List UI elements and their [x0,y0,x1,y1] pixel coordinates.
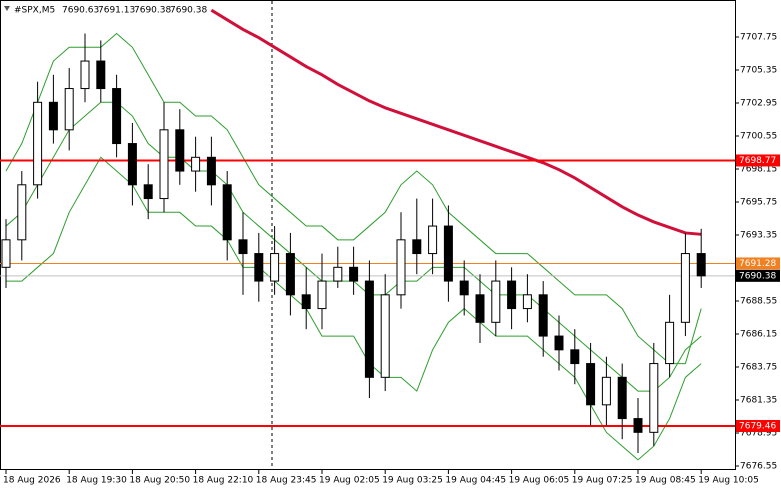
level-label: 7691.28 [739,259,776,269]
x-tick-label: 18 Aug 19:30 [66,476,127,486]
candle-body [491,280,501,323]
candle-body [475,294,485,323]
candle-body [586,363,596,406]
candle-body [617,376,627,420]
candle-body [33,101,43,186]
candle-body [270,253,280,282]
candle-body [349,266,359,282]
header-value: 7690.38 [170,6,207,16]
candle-body [364,280,374,378]
candle-body [412,239,422,255]
candle-body [396,239,406,296]
moving-average [210,8,702,236]
y-tick-label: 7683.75 [740,363,777,373]
band-line [5,32,702,365]
y-tick-label: 7686.15 [740,330,777,340]
level-label-bg [736,257,780,270]
candle-body [459,280,469,296]
candle-body [443,225,453,282]
y-tick-label: 7681.35 [740,396,777,406]
y-tick-label: 7698.15 [740,164,777,174]
header-icon [4,6,10,11]
y-tick-label: 7688.55 [740,297,777,307]
level-label: 7690.38 [739,271,776,281]
level-label: 7679.46 [739,421,776,431]
candle-body [633,418,643,433]
candle-body [222,184,232,241]
y-tick-label: 7702.95 [740,98,777,108]
x-tick-label: 18 Aug 20:50 [129,476,190,486]
level-label-bg [736,419,780,432]
y-tick-label: 7707.75 [740,32,777,42]
candle-body [538,294,548,337]
candle-body [80,60,90,90]
y-tick-label: 7676.55 [740,462,777,472]
x-tick-label: 19 Aug 06:05 [509,476,570,486]
candle-body [380,294,390,378]
candle-body [428,225,438,255]
candle-body [554,335,564,351]
x-tick-label: 18 Aug 23:45 [256,476,317,486]
candle-body [96,60,106,90]
x-tick-label: 18 Aug 2026 [3,476,61,486]
candle-body [696,253,706,277]
candle-body [333,266,343,282]
y-tick-label: 7695.75 [740,197,777,207]
candle-body [301,294,311,310]
y-tick-label: 7693.35 [740,231,777,241]
candle-body [64,88,74,131]
candle-body [285,253,295,296]
level-label: 7698.77 [739,156,776,166]
header-value: 7690.38 [134,6,171,16]
plot-frame [0,0,736,470]
x-tick-label: 19 Aug 04:45 [445,476,506,486]
candle-body [17,184,27,241]
candle-body [317,280,327,310]
candle-body [570,349,580,365]
candle-body [680,253,690,323]
candle-body [254,253,264,282]
candle-body [665,321,675,365]
candle-body [48,101,58,131]
y-tick-label: 7705.35 [740,65,777,75]
x-tick-label: 19 Aug 08:45 [635,476,696,486]
header-value: 7690.63 [62,6,99,16]
candle-body [127,143,137,186]
level-label-bg [736,269,780,282]
candle-body [191,156,201,172]
candle-body [143,184,153,200]
level-label-bg [736,154,780,167]
candle-body [649,363,659,433]
candle-body [1,239,11,268]
candle-body [159,129,169,200]
candle-body [522,294,532,310]
x-tick-label: 19 Aug 07:25 [572,476,633,486]
candle-body [206,156,216,186]
x-tick-label: 18 Aug 22:10 [193,476,254,486]
candle-body [507,280,517,310]
candle-body [175,129,185,172]
y-tick-label: 7700.55 [740,131,777,141]
y-tick-label: 7678.95 [740,429,777,439]
header-value: 7691.13 [98,6,135,16]
candle-body [601,376,611,406]
x-tick-label: 19 Aug 03:25 [382,476,443,486]
x-tick-label: 19 Aug 10:05 [698,476,759,486]
x-tick-label: 19 Aug 02:05 [319,476,380,486]
candle-body [238,239,248,255]
candle-body [112,88,122,145]
chart-title: #SPX,M5 [14,6,55,16]
band-line [6,156,702,461]
